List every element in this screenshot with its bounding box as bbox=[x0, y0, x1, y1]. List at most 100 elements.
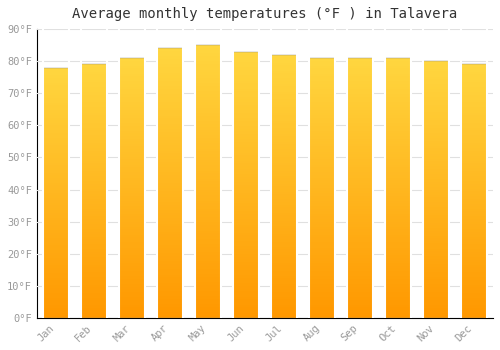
Bar bbox=[194, 184, 221, 187]
Bar bbox=[118, 217, 145, 219]
Bar bbox=[118, 58, 145, 61]
Bar bbox=[460, 222, 487, 224]
Bar bbox=[270, 273, 297, 276]
Bar bbox=[384, 105, 411, 107]
Bar bbox=[346, 149, 374, 152]
Bar bbox=[118, 289, 145, 292]
Bar bbox=[156, 197, 183, 199]
Bar bbox=[194, 138, 221, 141]
Bar bbox=[232, 286, 259, 288]
Bar bbox=[384, 167, 411, 170]
Bar bbox=[156, 105, 183, 107]
Bar bbox=[156, 286, 183, 288]
Bar bbox=[460, 161, 487, 163]
Bar bbox=[194, 274, 221, 277]
Bar bbox=[422, 123, 450, 125]
Bar bbox=[80, 69, 107, 72]
Bar bbox=[346, 201, 374, 203]
Bar bbox=[422, 164, 450, 166]
Bar bbox=[194, 48, 221, 50]
Bar bbox=[194, 272, 221, 274]
Bar bbox=[460, 293, 487, 295]
Bar bbox=[194, 247, 221, 250]
Bar bbox=[270, 94, 297, 97]
Bar bbox=[156, 191, 183, 194]
Bar bbox=[422, 308, 450, 310]
Bar bbox=[308, 193, 336, 196]
Bar bbox=[346, 180, 374, 183]
Bar bbox=[384, 217, 411, 219]
Bar bbox=[460, 135, 487, 138]
Bar bbox=[460, 239, 487, 242]
Bar bbox=[118, 313, 145, 315]
Bar bbox=[384, 287, 411, 289]
Bar bbox=[460, 298, 487, 300]
Bar bbox=[156, 83, 183, 86]
Bar bbox=[232, 209, 259, 211]
Bar bbox=[460, 287, 487, 290]
Bar bbox=[422, 107, 450, 110]
Bar bbox=[384, 310, 411, 313]
Bar bbox=[118, 76, 145, 79]
Bar bbox=[270, 247, 297, 250]
Bar bbox=[308, 118, 336, 120]
Bar bbox=[270, 191, 297, 194]
Bar bbox=[346, 289, 374, 292]
Bar bbox=[346, 154, 374, 157]
Bar bbox=[194, 45, 221, 48]
Bar bbox=[42, 118, 69, 120]
Bar bbox=[156, 218, 183, 221]
Bar bbox=[270, 123, 297, 126]
Bar bbox=[270, 278, 297, 281]
Bar bbox=[232, 137, 259, 139]
Bar bbox=[384, 258, 411, 261]
Bar bbox=[308, 86, 336, 89]
Bar bbox=[422, 274, 450, 277]
Bar bbox=[194, 179, 221, 182]
Bar bbox=[308, 81, 336, 84]
Bar bbox=[118, 89, 145, 92]
Bar bbox=[460, 64, 487, 67]
Bar bbox=[384, 206, 411, 209]
Bar bbox=[308, 110, 336, 112]
Bar bbox=[42, 253, 69, 255]
Bar bbox=[80, 97, 107, 100]
Bar bbox=[156, 164, 183, 167]
Bar bbox=[232, 172, 259, 174]
Bar bbox=[156, 51, 183, 54]
Bar bbox=[232, 233, 259, 235]
Bar bbox=[232, 102, 259, 105]
Bar bbox=[156, 315, 183, 318]
Bar bbox=[80, 75, 107, 77]
Bar bbox=[460, 275, 487, 277]
Bar bbox=[460, 290, 487, 293]
Bar bbox=[42, 265, 69, 268]
Bar bbox=[270, 134, 297, 136]
Bar bbox=[346, 159, 374, 162]
Bar bbox=[232, 257, 259, 259]
Bar bbox=[346, 102, 374, 105]
Bar bbox=[42, 215, 69, 218]
Bar bbox=[42, 115, 69, 118]
Bar bbox=[384, 315, 411, 318]
Bar bbox=[270, 147, 297, 149]
Bar bbox=[346, 131, 374, 133]
Bar bbox=[80, 260, 107, 262]
Bar bbox=[346, 79, 374, 81]
Bar bbox=[194, 233, 221, 236]
Bar bbox=[346, 227, 374, 230]
Bar bbox=[80, 176, 107, 178]
Bar bbox=[384, 224, 411, 227]
Bar bbox=[346, 256, 374, 258]
Bar bbox=[80, 82, 107, 85]
Bar bbox=[156, 310, 183, 313]
Bar bbox=[80, 287, 107, 290]
Bar bbox=[346, 157, 374, 159]
Bar bbox=[346, 89, 374, 92]
Bar bbox=[308, 76, 336, 79]
Bar bbox=[460, 310, 487, 313]
Bar bbox=[80, 85, 107, 87]
Bar bbox=[270, 107, 297, 110]
Bar bbox=[346, 253, 374, 255]
Bar bbox=[42, 140, 69, 143]
